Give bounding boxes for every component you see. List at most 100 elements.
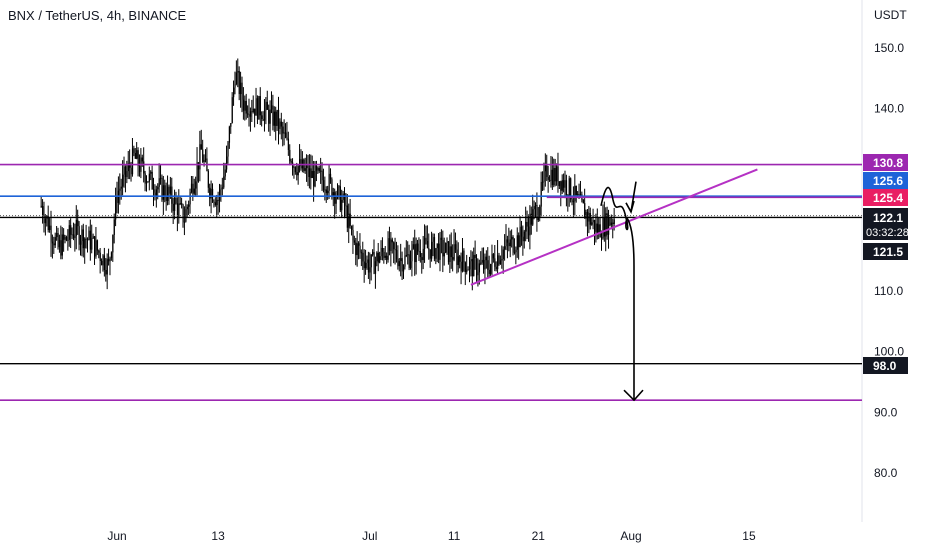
candle-body bbox=[322, 180, 325, 190]
candle-body bbox=[501, 259, 503, 261]
candle-body bbox=[527, 226, 530, 236]
candle-body bbox=[362, 252, 364, 262]
candle-body bbox=[426, 240, 429, 249]
trendline bbox=[470, 168, 758, 286]
candle-body bbox=[320, 170, 322, 172]
y-tick-label: 110.0 bbox=[874, 284, 903, 298]
candle-body bbox=[53, 243, 55, 246]
candle-body bbox=[211, 188, 214, 202]
candle-body bbox=[280, 121, 283, 127]
candle-body bbox=[471, 259, 474, 277]
x-tick-label: 11 bbox=[448, 529, 461, 543]
candle-body bbox=[491, 254, 493, 264]
candle-body bbox=[221, 187, 224, 189]
candle-body bbox=[435, 248, 437, 259]
candle-body bbox=[285, 132, 287, 138]
candle-body bbox=[157, 186, 159, 190]
candle-body bbox=[49, 225, 51, 230]
candle-body bbox=[269, 109, 271, 124]
price-tag-label: 125.4 bbox=[873, 191, 903, 205]
x-tick-label: Jun bbox=[107, 529, 126, 543]
candle-body bbox=[453, 244, 455, 260]
candle-body bbox=[251, 111, 253, 113]
candle-body bbox=[273, 111, 275, 126]
candle-body bbox=[57, 233, 59, 248]
candle-body bbox=[463, 250, 465, 263]
candle-body bbox=[67, 239, 69, 241]
candle-body bbox=[103, 255, 106, 270]
candle-body bbox=[75, 219, 77, 236]
candle-body bbox=[87, 239, 89, 241]
candle-body bbox=[557, 166, 559, 186]
candle-body bbox=[414, 244, 416, 263]
candle-body bbox=[147, 181, 149, 183]
candle-body bbox=[582, 199, 584, 204]
candle-body bbox=[240, 82, 242, 95]
candle-body bbox=[547, 176, 549, 180]
candle-body bbox=[422, 248, 424, 261]
candle-body bbox=[175, 197, 177, 204]
candle-body bbox=[50, 225, 52, 242]
time-axis[interactable]: Jun 13 Jul 11 21 Aug 15 bbox=[107, 529, 756, 543]
candle-body bbox=[197, 162, 200, 170]
candle-body bbox=[546, 164, 548, 177]
candle-body bbox=[178, 203, 180, 217]
candle-body bbox=[584, 203, 586, 219]
candle-body bbox=[410, 261, 412, 268]
candle-body bbox=[373, 252, 375, 274]
candle-body bbox=[217, 199, 219, 201]
candle-body bbox=[442, 239, 444, 257]
candle-body bbox=[516, 235, 518, 250]
price-tag bbox=[863, 357, 908, 374]
candle-body bbox=[219, 189, 221, 201]
candle-body bbox=[286, 137, 288, 139]
candle-body bbox=[200, 144, 202, 150]
candle-body bbox=[275, 111, 277, 126]
candle-body bbox=[334, 192, 336, 204]
horizontal-levels bbox=[0, 163, 862, 401]
candle-body bbox=[369, 267, 371, 273]
candle-body bbox=[255, 98, 257, 116]
candle-body bbox=[167, 186, 169, 201]
candle-body bbox=[276, 109, 278, 126]
candle-body bbox=[574, 185, 576, 202]
candle-body bbox=[572, 201, 575, 203]
candle-body bbox=[609, 217, 611, 226]
candle-body bbox=[386, 255, 388, 260]
candle-body bbox=[387, 238, 389, 260]
candle-body bbox=[377, 252, 379, 263]
candle-body bbox=[554, 167, 556, 182]
candle-body bbox=[390, 239, 392, 251]
price-axis[interactable]: USDT 150.0 140.0 110.0 100.0 90.0 80.0 bbox=[874, 8, 907, 480]
candle-body bbox=[438, 243, 440, 260]
candle-body bbox=[265, 101, 267, 111]
candle-body bbox=[518, 235, 520, 248]
candle-body bbox=[172, 203, 174, 211]
candle-body bbox=[539, 206, 541, 218]
candle-body bbox=[116, 195, 118, 203]
candle-body bbox=[234, 84, 236, 88]
candle-body bbox=[40, 205, 42, 207]
candle-body bbox=[186, 206, 188, 210]
candle-body bbox=[522, 236, 524, 242]
candle-body bbox=[543, 171, 545, 182]
chart-title: BNX / TetherUS, 4h, BINANCE bbox=[8, 8, 187, 23]
candle-body bbox=[443, 252, 445, 257]
candle-body bbox=[193, 188, 195, 194]
candle-body bbox=[216, 199, 218, 206]
candle-body bbox=[470, 259, 472, 262]
candle-body bbox=[136, 150, 138, 159]
candle-body bbox=[61, 234, 63, 256]
candle-body bbox=[436, 243, 438, 249]
candle-body bbox=[227, 142, 229, 157]
candle-body bbox=[150, 171, 152, 174]
candle-body bbox=[317, 167, 319, 171]
x-tick-label: 15 bbox=[742, 529, 756, 543]
candle-body bbox=[383, 251, 385, 258]
candle-body bbox=[449, 246, 451, 263]
candle-body bbox=[296, 172, 298, 176]
candle-body bbox=[258, 96, 260, 120]
y-tick-label: 140.0 bbox=[874, 102, 904, 116]
candle-body bbox=[154, 192, 156, 197]
